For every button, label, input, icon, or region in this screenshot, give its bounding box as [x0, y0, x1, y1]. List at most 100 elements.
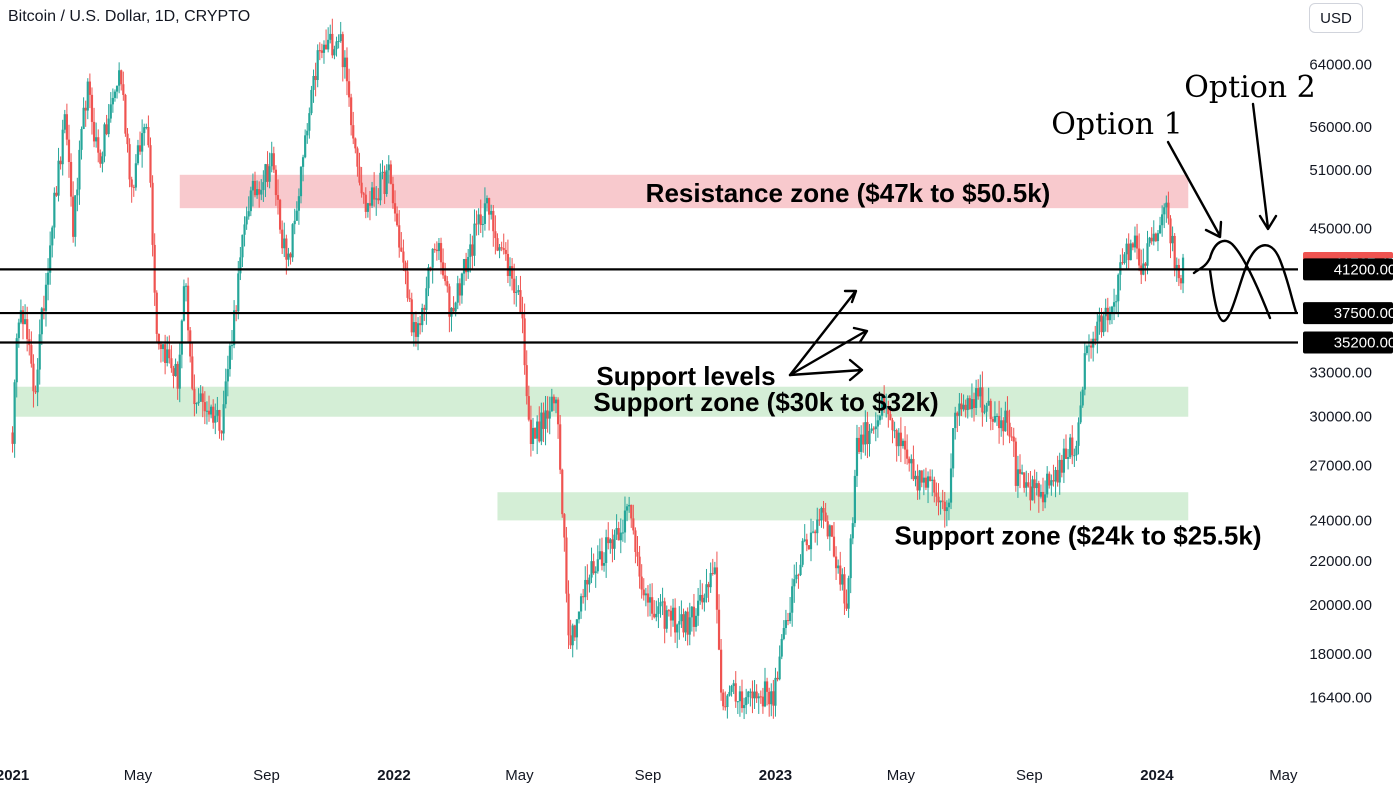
candle-body — [396, 213, 399, 226]
candle-body — [247, 211, 250, 217]
candle-body — [283, 238, 286, 249]
candle-body — [151, 182, 154, 245]
candle-body — [680, 614, 683, 622]
candle-body — [1054, 469, 1057, 482]
candle-body — [722, 692, 725, 707]
candle-body — [53, 192, 56, 228]
candle-body — [617, 528, 620, 541]
x-tick-label: May — [887, 767, 916, 784]
candle-body — [667, 610, 670, 612]
candle-body — [943, 501, 946, 512]
candle-body — [763, 681, 767, 707]
candle-body — [755, 691, 758, 699]
candle-body — [661, 601, 664, 603]
candle-body — [508, 266, 512, 276]
candle-body — [23, 319, 27, 325]
candle-body — [1069, 437, 1072, 458]
x-tick-label: Sep — [635, 767, 662, 784]
price-badge-label-3: 35200.00 — [1334, 334, 1397, 351]
candle-body — [1016, 469, 1020, 486]
candle-body — [757, 696, 760, 699]
candle-body — [1169, 218, 1172, 244]
candle-body — [1135, 235, 1139, 249]
candle-body — [49, 245, 52, 273]
candle-body — [134, 163, 137, 188]
candle-body — [423, 307, 426, 310]
candle-body — [370, 187, 374, 206]
candle-body — [465, 258, 468, 273]
candle-body — [941, 500, 944, 502]
y-tick-label: 51000.00 — [1309, 162, 1372, 179]
candle-body — [738, 691, 742, 702]
candle-body — [1062, 448, 1066, 473]
candle-body — [596, 559, 599, 572]
candle-body — [389, 164, 392, 184]
candle-body — [249, 190, 252, 212]
candle-body — [504, 249, 507, 254]
candle-body — [515, 291, 518, 293]
candle-body — [803, 539, 806, 541]
candle-body — [479, 214, 482, 226]
candle-body — [291, 224, 294, 258]
candle-body — [416, 323, 420, 337]
candle-body — [897, 432, 900, 447]
candle-body — [301, 157, 305, 167]
candle-body — [128, 144, 131, 180]
y-tick-label: 64000.00 — [1309, 57, 1372, 74]
candle-body — [59, 160, 62, 165]
currency-button[interactable]: USD — [1309, 3, 1363, 33]
candle-body — [584, 579, 587, 598]
candle-body — [187, 285, 190, 331]
candle-body — [571, 625, 574, 646]
candle-body — [1165, 202, 1168, 208]
candle-body — [168, 349, 171, 359]
candle-body — [174, 363, 177, 377]
candle-body — [324, 44, 328, 50]
candle-body — [611, 539, 614, 549]
candle-body — [437, 243, 441, 252]
candle-body — [126, 133, 129, 145]
candle-body — [255, 189, 259, 196]
candle-body — [960, 403, 963, 410]
candle-body — [521, 312, 524, 319]
candle-body — [947, 502, 951, 508]
candle-body — [799, 564, 802, 575]
candle-body — [1089, 345, 1093, 348]
candle-body — [1146, 243, 1149, 266]
candle-body — [1129, 243, 1132, 261]
candle-body — [985, 405, 988, 412]
y-tick-label: 33000.00 — [1309, 364, 1372, 381]
zone-2 — [497, 492, 1189, 521]
candle-body — [377, 198, 380, 201]
candle-body — [648, 597, 652, 603]
candle-body — [554, 399, 558, 404]
candle-body — [920, 470, 923, 483]
candle-body — [490, 210, 493, 215]
candle-body — [74, 195, 77, 237]
candle-body — [600, 551, 604, 566]
candle-body — [147, 127, 150, 146]
candle-body — [295, 210, 298, 221]
candle-body — [381, 171, 384, 173]
candle-body — [646, 593, 650, 603]
y-tick-label: 56000.00 — [1309, 119, 1372, 136]
candle-body — [164, 344, 167, 363]
candle-body — [201, 393, 204, 403]
candle-body — [536, 421, 539, 439]
candle-body — [1012, 436, 1015, 442]
y-tick-label: 18000.00 — [1309, 646, 1372, 663]
candle-body — [34, 391, 37, 393]
candle-body — [910, 458, 913, 464]
candle-body — [908, 458, 911, 464]
candle-body — [784, 620, 788, 629]
candle-body — [17, 322, 20, 339]
candle-body — [791, 586, 794, 613]
candle-body — [805, 539, 808, 546]
candle-body — [425, 288, 428, 310]
candle-body — [914, 475, 917, 480]
candle-body — [393, 203, 397, 214]
candle-body — [385, 170, 388, 194]
candle-body — [362, 193, 365, 195]
candle-body — [1020, 472, 1024, 474]
candle-body — [795, 574, 798, 580]
